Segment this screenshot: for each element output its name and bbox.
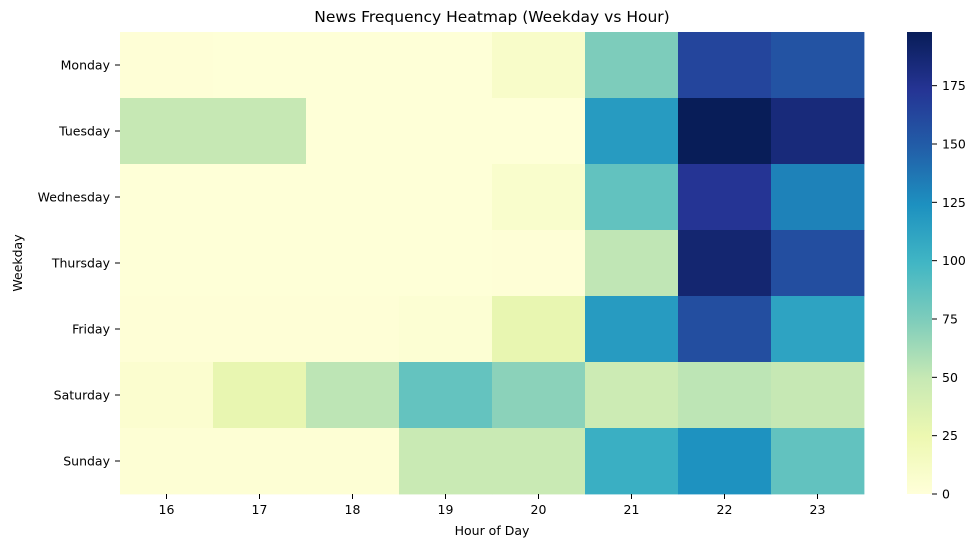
heatmap-cell: [585, 98, 679, 165]
x-tick-label: 20: [531, 502, 547, 517]
heatmap-cell: [213, 296, 307, 363]
heatmap-cell: [306, 230, 400, 297]
heatmap-cell: [771, 230, 865, 297]
heatmap-cell: [492, 164, 586, 231]
y-tick-label: Monday: [61, 58, 111, 73]
colorbar-tick-label: 100: [942, 253, 966, 268]
y-tick-label: Wednesday: [38, 190, 111, 205]
heatmap-cell: [771, 164, 865, 231]
y-axis-ticks: Monday Tuesday Wednesday Thursday Friday Satu…: [38, 58, 120, 469]
heatmap-cell: [492, 230, 586, 297]
heatmap-cell: [120, 362, 214, 429]
colorbar-ticks: 0 25 50 75 100 125 150 175: [932, 78, 966, 502]
heatmap-cell: [120, 230, 214, 297]
heatmap-cell: [213, 32, 307, 99]
heatmap-cell: [771, 32, 865, 99]
colorbar-tick-label: 75: [942, 312, 958, 327]
heatmap-cell: [399, 428, 493, 495]
colorbar-tick-label: 125: [942, 195, 966, 210]
heatmap-cell: [678, 296, 772, 363]
heatmap-cell: [120, 296, 214, 363]
heatmap-cell: [678, 428, 772, 495]
heatmap-cell: [399, 230, 493, 297]
heatmap-cell: [399, 362, 493, 429]
heatmap-cell: [678, 32, 772, 99]
heatmap-cell: [120, 164, 214, 231]
heatmap-cell: [771, 362, 865, 429]
y-tick-label: Tuesday: [58, 124, 110, 139]
x-axis-ticks: 16 17 18 19 20 21 22 23: [159, 494, 826, 517]
heatmap-cell: [120, 428, 214, 495]
y-tick-label: Friday: [72, 322, 110, 337]
heatmap-cell: [492, 296, 586, 363]
heatmap-cell: [585, 296, 679, 363]
y-tick-label: Thursday: [51, 256, 111, 271]
heatmap-cell: [213, 98, 307, 165]
y-axis-label: Weekday: [10, 234, 25, 292]
heatmap-cell: [306, 296, 400, 363]
x-tick-label: 18: [345, 502, 361, 517]
heatmap-cell: [492, 98, 586, 165]
heatmap-cell: [306, 98, 400, 165]
heatmap-cell: [399, 164, 493, 231]
heatmap-cell: [120, 32, 214, 99]
heatmap-cell: [771, 296, 865, 363]
heatmap-cell: [213, 362, 307, 429]
colorbar-tick-label: 0: [942, 487, 950, 502]
colorbar: [907, 32, 932, 494]
heatmap-cell: [399, 98, 493, 165]
heatmap-cell: [399, 296, 493, 363]
heatmap-cell: [585, 428, 679, 495]
heatmap-cells: [120, 32, 865, 495]
heatmap-cell: [585, 164, 679, 231]
chart-title: News Frequency Heatmap (Weekday vs Hour): [314, 8, 669, 26]
heatmap-cell: [306, 164, 400, 231]
heatmap-cell: [678, 98, 772, 165]
heatmap-cell: [213, 164, 307, 231]
heatmap-cell: [399, 32, 493, 99]
heatmap-cell: [678, 230, 772, 297]
heatmap-cell: [492, 362, 586, 429]
heatmap-cell: [585, 362, 679, 429]
heatmap-cell: [585, 32, 679, 99]
heatmap-cell: [678, 362, 772, 429]
x-tick-label: 16: [159, 502, 175, 517]
heatmap-cell: [213, 230, 307, 297]
x-tick-label: 23: [810, 502, 826, 517]
x-axis-label: Hour of Day: [455, 523, 530, 538]
heatmap-cell: [306, 428, 400, 495]
heatmap-cell: [306, 32, 400, 99]
heatmap-cell: [771, 428, 865, 495]
heatmap-cell: [678, 164, 772, 231]
colorbar-tick-label: 50: [942, 370, 958, 385]
colorbar-tick-label: 25: [942, 428, 958, 443]
x-tick-label: 17: [252, 502, 268, 517]
heatmap-cell: [771, 98, 865, 165]
y-tick-label: Sunday: [63, 454, 110, 469]
x-tick-label: 19: [438, 502, 454, 517]
colorbar-tick-label: 175: [942, 78, 966, 93]
heatmap-cell: [306, 362, 400, 429]
heatmap-cell: [213, 428, 307, 495]
heatmap-cell: [120, 98, 214, 165]
y-tick-label: Saturday: [54, 388, 111, 403]
x-tick-label: 21: [624, 502, 640, 517]
heatmap-cell: [492, 428, 586, 495]
x-tick-label: 22: [717, 502, 733, 517]
heatmap-cell: [492, 32, 586, 99]
heatmap-cell: [585, 230, 679, 297]
colorbar-tick-label: 150: [942, 137, 966, 152]
